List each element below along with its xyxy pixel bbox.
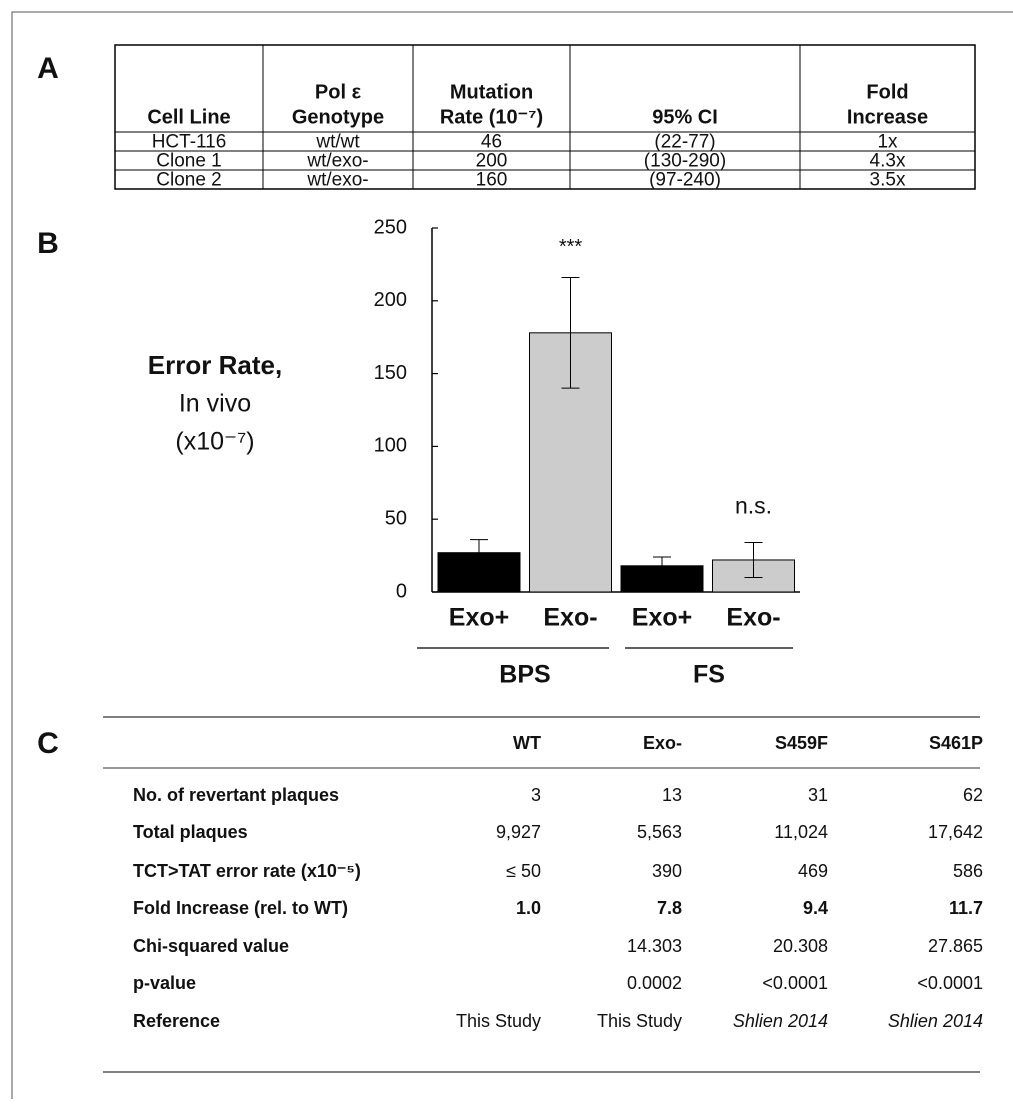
panel-letter: A	[37, 52, 59, 85]
header-cell: Mutation	[450, 81, 533, 103]
header-cell: Fold	[866, 81, 908, 103]
table-cell: 4.3x	[870, 151, 906, 172]
table-cell: ≤ 50	[506, 861, 541, 881]
table-cell: Clone 2	[156, 170, 222, 191]
table-cell: This Study	[456, 1011, 541, 1031]
table-cell: This Study	[597, 1011, 682, 1031]
table-cell: 17,642	[928, 822, 983, 842]
x-tick-label: Exo-	[543, 604, 597, 632]
row-label: No. of revertant plaques	[133, 785, 339, 805]
annotation: n.s.	[735, 493, 772, 519]
table-cell: 1.0	[516, 898, 541, 918]
header-cell: Rate (10⁻⁷)	[440, 106, 543, 128]
table-cell: 390	[652, 861, 682, 881]
row-label: TCT>TAT error rate (x10⁻⁵)	[133, 861, 361, 881]
table-cell: 586	[953, 861, 983, 881]
table-cell: 1x	[877, 132, 898, 153]
table-cell: <0.0001	[917, 973, 983, 993]
x-tick-label: Exo+	[449, 604, 509, 632]
header-cell: S461P	[929, 733, 983, 753]
table-cell: 14.303	[627, 936, 682, 956]
y-tick-label: 150	[374, 362, 407, 384]
table-cell: 0.0002	[627, 973, 682, 993]
table-cell: 9,927	[496, 822, 541, 842]
header-cell: Pol ε	[315, 81, 362, 103]
header-cell: WT	[513, 733, 541, 753]
panel-letter: C	[37, 727, 59, 760]
row-label: Total plaques	[133, 822, 248, 842]
y-tick-label: 250	[374, 216, 407, 238]
y-axis-label: (x10⁻⁷)	[175, 428, 254, 456]
table-cell: 62	[963, 785, 983, 805]
table-cell: 3.5x	[870, 170, 906, 191]
row-label: p-value	[133, 973, 196, 993]
table-cell: 11.7	[949, 898, 983, 918]
y-tick-label: 50	[385, 507, 407, 529]
table-cell: 11,024	[774, 822, 828, 842]
table-cell: Shlien 2014	[733, 1011, 828, 1031]
table-cell: 13	[662, 785, 682, 805]
table-cell: 20.308	[773, 936, 828, 956]
table-cell: <0.0001	[762, 973, 828, 993]
table-cell: Shlien 2014	[888, 1011, 983, 1031]
table-cell: 469	[798, 861, 828, 881]
table-cell: 31	[808, 785, 828, 805]
row-label: Fold Increase (rel. to WT)	[133, 898, 348, 918]
row-label: Reference	[133, 1011, 220, 1031]
table-cell: 160	[476, 170, 508, 191]
x-tick-label: Exo+	[632, 604, 692, 632]
row-label: Chi-squared value	[133, 936, 289, 956]
table-cell: 7.8	[657, 898, 682, 918]
annotation: ***	[559, 236, 583, 258]
group-label: BPS	[499, 661, 550, 689]
table-cell: (97-240)	[649, 170, 721, 191]
header-cell: 95% CI	[652, 106, 718, 128]
table-cell: 200	[476, 151, 508, 172]
table-cell: 5,563	[637, 822, 682, 842]
header-cell: Exo-	[643, 733, 682, 753]
x-tick-label: Exo-	[726, 604, 780, 632]
y-tick-label: 200	[374, 289, 407, 311]
y-axis-label: Error Rate,	[148, 350, 282, 380]
group-label: FS	[693, 661, 725, 689]
header-cell: Increase	[847, 106, 928, 128]
y-tick-label: 100	[374, 435, 407, 457]
table-cell: wt/exo-	[306, 151, 368, 172]
table-cell: 27.865	[928, 936, 983, 956]
table-cell: 9.4	[803, 898, 828, 918]
table-cell: wt/exo-	[306, 170, 368, 191]
table-border	[114, 44, 976, 190]
y-axis-label: In vivo	[179, 390, 251, 418]
header-cell: S459F	[775, 733, 828, 753]
table-cell: 46	[481, 132, 502, 153]
table-cell: Clone 1	[156, 151, 222, 172]
y-tick-label: 0	[396, 580, 407, 602]
table-cell: HCT-116	[152, 132, 227, 153]
frame	[11, 11, 1013, 1104]
table-cell: wt/wt	[315, 132, 360, 153]
table-cell: (22-77)	[654, 132, 715, 153]
panel-letter: B	[37, 227, 59, 260]
table-cell: (130-290)	[644, 151, 726, 172]
header-cell: Cell Line	[147, 106, 230, 128]
header-cell: Genotype	[292, 106, 384, 128]
table-cell: 3	[531, 785, 541, 805]
